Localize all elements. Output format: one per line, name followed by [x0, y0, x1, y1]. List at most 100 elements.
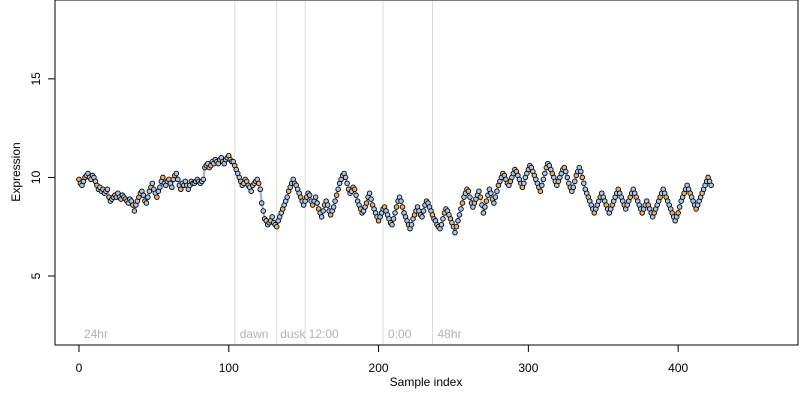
data-point — [160, 174, 166, 181]
data-point — [563, 168, 569, 175]
data-point — [154, 194, 160, 200]
x-tick-label: 200 — [369, 361, 389, 375]
data-point — [572, 178, 578, 185]
x-tick-label: 300 — [518, 361, 538, 375]
data-point — [169, 184, 175, 191]
data-point — [157, 184, 163, 191]
data-point — [480, 210, 487, 216]
data-point — [140, 192, 147, 198]
series-points — [76, 152, 714, 236]
data-point — [477, 194, 484, 200]
data-point — [330, 204, 337, 210]
x-tick-label: 100 — [219, 361, 239, 375]
data-point — [332, 198, 338, 204]
data-point — [420, 208, 427, 214]
data-point — [419, 214, 425, 220]
data-point — [320, 208, 326, 214]
data-point — [494, 188, 500, 194]
data-point — [255, 180, 262, 187]
region-lines — [234, 1, 433, 344]
data-point — [540, 176, 547, 183]
region-label: 48hr — [437, 327, 461, 341]
data-point — [440, 216, 446, 222]
data-point — [492, 194, 499, 200]
data-point — [456, 212, 463, 218]
data-point — [145, 194, 151, 200]
data-point — [344, 180, 350, 187]
data-point — [458, 206, 464, 212]
data-point — [368, 196, 374, 202]
data-point — [581, 180, 587, 187]
data-point — [438, 221, 445, 228]
data-point — [465, 188, 472, 194]
data-point — [173, 170, 180, 177]
data-point — [248, 188, 254, 194]
data-point — [676, 204, 683, 210]
data-point — [284, 194, 290, 200]
data-point — [363, 200, 370, 206]
data-point — [200, 176, 207, 183]
data-point — [542, 170, 548, 177]
data-point — [257, 186, 263, 193]
data-point — [318, 214, 325, 220]
data-point — [393, 204, 400, 210]
data-point — [459, 200, 466, 206]
data-point — [708, 182, 714, 189]
x-tick-label: 400 — [668, 361, 688, 375]
data-point — [353, 192, 359, 198]
y-axis-title: Expression — [9, 142, 23, 201]
data-point — [314, 200, 320, 206]
data-point — [452, 229, 458, 236]
region-label: dusk — [280, 327, 306, 341]
data-point — [333, 192, 340, 198]
data-point — [335, 186, 341, 193]
data-point — [453, 223, 460, 230]
data-point — [483, 198, 490, 204]
x-axis-title: Sample index — [390, 375, 463, 389]
data-point — [366, 190, 373, 196]
x-tick-label: 0 — [76, 361, 83, 375]
plot-frame — [54, 0, 799, 346]
data-point — [476, 188, 482, 194]
data-point — [488, 190, 494, 196]
data-point — [149, 180, 156, 187]
data-point — [390, 216, 397, 222]
y-tick-label: 15 — [29, 72, 43, 86]
data-point — [579, 174, 586, 181]
data-point — [570, 184, 577, 191]
data-point — [143, 200, 150, 206]
data-point — [175, 176, 181, 183]
data-point — [564, 174, 571, 181]
data-point — [306, 192, 313, 198]
y-axis: 5 10 15 — [29, 72, 56, 279]
data-point — [178, 186, 184, 193]
data-point — [260, 208, 266, 214]
data-point — [131, 208, 138, 214]
region-labels: 24hr dawn dusk 12:00 0:00 48hr — [84, 327, 462, 341]
data-point — [455, 218, 461, 224]
x-axis: 0 100 200 300 400 — [76, 344, 688, 375]
data-point — [324, 202, 331, 208]
data-point — [342, 174, 349, 181]
data-point — [537, 188, 544, 194]
data-point — [521, 180, 527, 187]
data-point — [408, 221, 415, 228]
data-point — [482, 204, 488, 210]
data-point — [539, 182, 545, 189]
region-label: dawn — [240, 327, 269, 341]
data-point — [399, 204, 406, 210]
y-tick-label: 10 — [29, 170, 43, 184]
data-point — [392, 210, 398, 216]
data-point — [273, 223, 280, 230]
data-point — [351, 186, 358, 193]
data-point — [389, 221, 395, 228]
data-point — [269, 214, 275, 220]
region-label: 0:00 — [388, 327, 412, 341]
data-point — [104, 186, 111, 193]
y-tick-label: 5 — [29, 272, 43, 279]
data-point — [258, 200, 265, 206]
data-point — [312, 194, 319, 200]
region-label: 12:00 — [309, 327, 339, 341]
data-point — [578, 168, 584, 175]
